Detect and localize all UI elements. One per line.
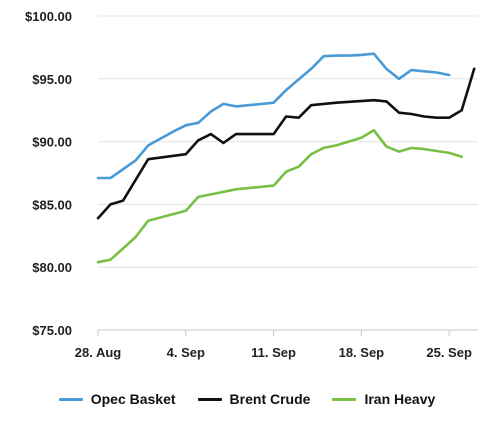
x-tick-label: 4. Sep — [167, 345, 205, 360]
x-axis — [97, 329, 478, 336]
legend-label-iran-heavy: Iran Heavy — [364, 391, 436, 407]
x-tick-label: 28. Aug — [75, 345, 122, 360]
legend-item-iran-heavy[interactable]: Iran Heavy — [332, 391, 435, 407]
series-line-brent-crude — [96, 67, 476, 220]
x-tick-label: 11. Sep — [251, 345, 296, 360]
y-tick-label: $85.00 — [32, 197, 72, 212]
series-line-opec-basket — [96, 52, 451, 180]
grid-lines — [98, 15, 478, 331]
legend-swatch-brent-crude — [197, 397, 222, 401]
legend-label-opec-basket: Opec Basket — [90, 391, 176, 407]
legend: Opec Basket Brent Crude Iran Heavy — [0, 384, 494, 414]
y-axis-tick-labels: $75.00 $80.00 $85.00 $90.00 $95.00 $100.00 — [25, 9, 72, 338]
y-tick-label: $75.00 — [32, 323, 72, 338]
legend-item-brent-crude[interactable]: Brent Crude — [197, 391, 311, 407]
y-tick-label: $90.00 — [32, 135, 72, 150]
x-tick-label: 25. Sep — [426, 345, 472, 360]
legend-label-brent-crude: Brent Crude — [229, 391, 311, 407]
legend-swatch-iran-heavy — [332, 397, 357, 401]
y-tick-label: $100.00 — [25, 9, 72, 24]
legend-swatch-opec-basket — [58, 397, 83, 401]
legend-item-opec-basket[interactable]: Opec Basket — [58, 391, 176, 407]
series-line-iran-heavy — [96, 129, 463, 264]
y-tick-label: $95.00 — [32, 72, 72, 87]
y-tick-label: $80.00 — [32, 260, 72, 275]
x-axis-tick-labels: 28. Aug 4. Sep 11. Sep 18. Sep 25. Sep — [75, 345, 472, 360]
series-lines — [96, 52, 476, 264]
x-tick-label: 18. Sep — [339, 345, 385, 360]
line-chart: $75.00 $80.00 $85.00 $90.00 $95.00 $100.00 28… — [25, 9, 478, 360]
